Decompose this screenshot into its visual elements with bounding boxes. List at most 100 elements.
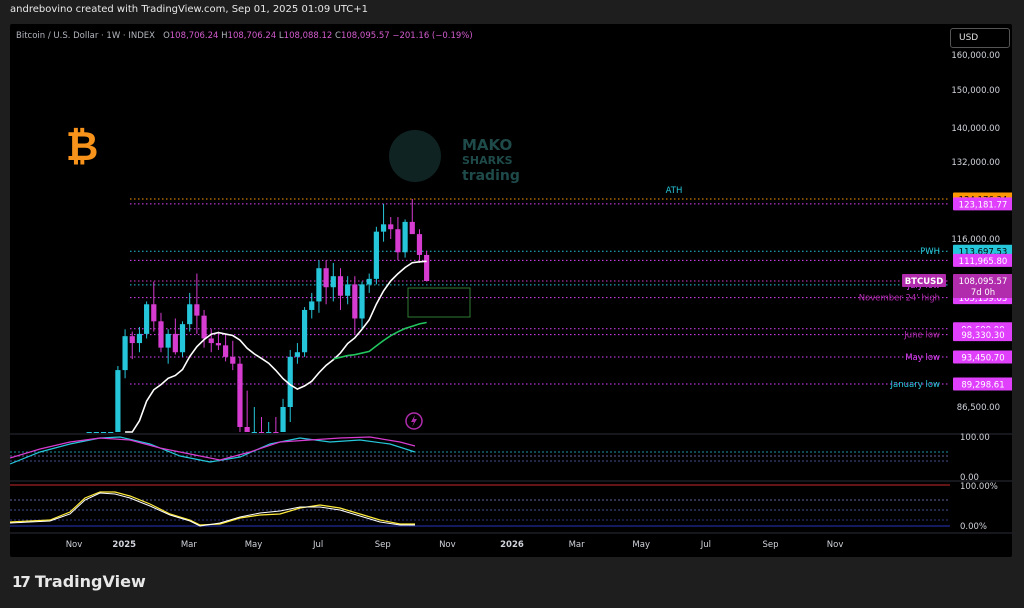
target-zone-box [408,288,470,317]
current-price: 108,095.57 [959,277,1008,287]
level-label: January low [890,380,940,390]
candle-body [316,268,321,301]
x-tick-label: Mar [569,540,586,550]
bitcoin-icon: ₿ [66,124,99,170]
candle-body [115,370,120,432]
watermark-line1: MAKO [462,136,512,154]
candle-body [288,357,293,407]
x-tick-label: May [245,540,263,550]
candle-body [259,432,264,433]
candle-body [266,432,271,433]
candle-body [158,321,163,347]
y-tick-label: 132,000.00 [951,158,1000,168]
level-price: 98,330.30 [961,331,1004,341]
candle-body [166,334,171,348]
y-tick-label: 140,000.00 [951,124,1000,134]
candle-body [108,432,113,433]
change-value: −201.16 (−0.19%) [392,31,472,41]
x-tick-label: Sep [375,540,391,550]
candle-body [338,276,343,296]
level-label: May low [905,353,940,363]
mako-sharks-watermark: MAKOSHARKStrading [389,130,520,184]
y-tick-label: 86,500.00 [957,403,1000,413]
candle-body [331,276,336,287]
x-tick-label: Jul [312,540,323,550]
candle-body [403,222,408,252]
level-price: 123,181.77 [959,200,1008,210]
candle-body [295,352,300,357]
candle-body [223,345,228,356]
osc1-tick-high: 100.00 [960,433,990,443]
candle-body [137,334,142,343]
candle-body [130,336,135,343]
open-value: 108,706.24 [170,31,219,41]
close-value: 108,095.57 [341,31,390,41]
candle-body [173,334,178,352]
osc2-tick-low: 0.00% [960,522,987,532]
candle-body [180,324,185,352]
level-label: ATH [666,186,683,196]
x-tick-label: May [632,540,650,550]
candle-body [324,268,329,287]
level-label: PWH [920,247,940,257]
lightning-bolt-icon [411,415,417,427]
level-price: 93,450.70 [961,354,1004,364]
candle-body [352,284,357,318]
x-tick-label: Jul [700,540,711,550]
x-tick-label: 2025 [112,540,136,550]
y-tick-label: 160,000.00 [951,51,1000,61]
osc2-line-b [10,493,415,526]
osc2-tick-high: 100.00% [960,482,998,492]
symbol-tag-label: BTCUSD [905,277,944,287]
chart-frame[interactable]: Bitcoin / U.S. Dollar · 1W · INDEX O108,… [10,24,1012,557]
level-label: June low [903,331,940,341]
candle-body [302,310,307,352]
low-value: 108,088.12 [284,31,333,41]
level-price: 111,965.80 [959,257,1008,267]
candle-body [424,255,429,281]
high-value: 108,706.24 [228,31,277,41]
candle-body [417,234,422,255]
candle-body [87,432,92,433]
candle-body [237,364,242,427]
candle-body [410,222,415,234]
candle-body [194,304,199,315]
candle-body [395,229,400,252]
shark-logo-icon [389,130,441,182]
candle-body [245,427,250,432]
candle-body [345,284,350,295]
candle-body [280,407,285,432]
tradingview-logo: 17 TradingView [12,572,146,591]
tradingview-mark-icon: 17 [12,573,29,591]
candle-body [209,338,214,343]
symbol-title-row: Bitcoin / U.S. Dollar · 1W · INDEX O108,… [16,31,473,41]
x-tick-label: Sep [762,540,778,550]
currency-button[interactable]: USD [950,28,1010,48]
candle-body [388,224,393,229]
x-tick-label: Nov [439,540,456,550]
chart-author-header: andrebovino created with TradingView.com… [10,4,368,15]
candle-body [230,357,235,364]
candle-body [122,336,127,370]
candle-body [309,301,314,310]
sma-slow-line [333,323,426,359]
y-tick-label: 150,000.00 [951,86,1000,96]
candle-body [374,232,379,279]
osc1-line-a [10,437,415,464]
watermark-line3: trading [462,168,520,184]
candle-body [144,304,149,334]
y-tick-label: 116,000.00 [951,235,1000,245]
candle-body [381,224,386,231]
x-tick-label: 2026 [500,540,524,550]
x-tick-label: Mar [181,540,198,550]
level-price: 89,298.61 [961,381,1004,391]
candle-body [252,432,257,433]
watermark-line2: SHARKS [462,154,513,167]
level-label: November 24' high [859,294,940,304]
x-tick-label: Nov [827,540,844,550]
x-tick-label: Nov [66,540,83,550]
candle-body [94,432,99,433]
candle-body [359,284,364,318]
candle-body [101,432,106,433]
candle-body [273,432,278,433]
